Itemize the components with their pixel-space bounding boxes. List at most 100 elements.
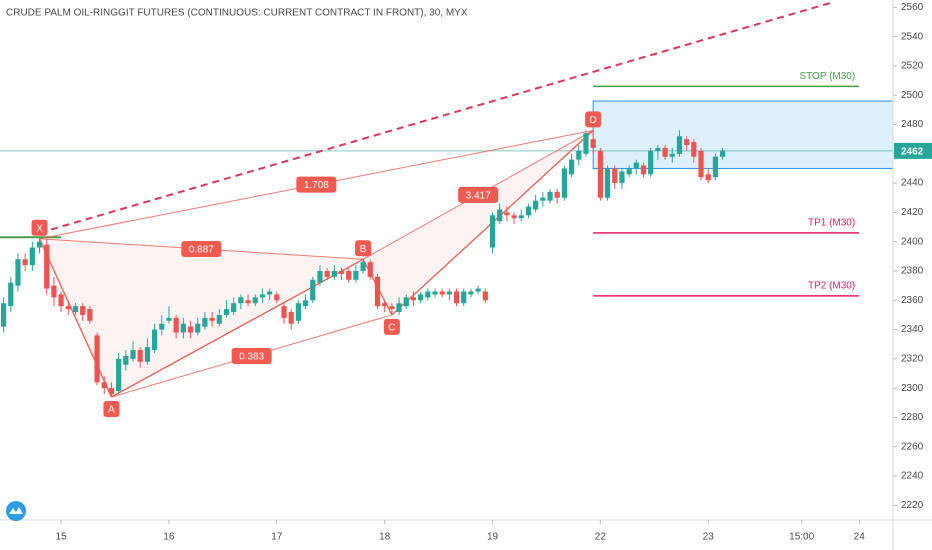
y-tick-label: 2320 [901, 354, 924, 365]
candle-body [36, 241, 43, 248]
candle-body [317, 270, 323, 283]
candle-body [22, 259, 28, 266]
ratio-label: 1.708 [304, 180, 329, 191]
candle-body [0, 303, 7, 327]
candle-body [619, 171, 625, 184]
candle-body [274, 294, 280, 301]
point-label: C [388, 323, 395, 334]
candle-body [403, 297, 409, 307]
candle-body [44, 244, 50, 289]
candle-body [202, 317, 208, 327]
candle-body [288, 312, 294, 324]
candle-body [353, 270, 359, 280]
candle-body [245, 300, 251, 304]
candle-body [684, 139, 690, 146]
ratio-label-box [231, 347, 272, 364]
candle-body [8, 282, 14, 307]
point-label: X [36, 223, 43, 234]
candle-body [410, 297, 417, 301]
candle-body [719, 150, 726, 157]
y-tick-label: 2400 [901, 236, 924, 247]
candle-body [648, 150, 654, 175]
candle-body [676, 136, 683, 154]
x-tick-label: 15:00 [789, 532, 814, 543]
candle-body [94, 335, 100, 383]
candle-body [655, 147, 661, 151]
level-label: STOP (M30) [799, 71, 855, 82]
logo [6, 501, 26, 521]
y-tick-label: 2300 [901, 383, 924, 394]
point-label-box [31, 219, 48, 236]
candle-body [238, 297, 244, 304]
point-label-box [585, 111, 602, 128]
candle-body [338, 270, 345, 274]
axes: 2220 2240 2260 2280 2300 2320 2340 2360 2380 2400… [56, 2, 932, 543]
candle-body [698, 150, 704, 178]
candle-body [461, 291, 467, 304]
y-tick-label: 2380 [901, 266, 924, 277]
candle-body [712, 156, 719, 178]
candle-body [166, 317, 172, 321]
x-tick-label: 24 [854, 532, 866, 543]
last-price-box [894, 142, 932, 159]
candle-body [511, 215, 517, 219]
level-label: TP1 (M30) [808, 218, 855, 229]
point-label: D [590, 115, 597, 126]
ratio-label: 0.383 [239, 352, 264, 363]
candle-body [87, 309, 93, 321]
y-tick-label: 2520 [901, 61, 924, 72]
candle-body [231, 303, 237, 312]
point-label-box [383, 318, 400, 335]
point-label-box [103, 400, 120, 417]
candle-body [382, 303, 388, 307]
candle-body [604, 168, 611, 198]
candle-body [223, 309, 230, 315]
candle-body [662, 147, 668, 157]
candle-body [547, 191, 553, 201]
pattern-fill [39, 238, 364, 397]
candle-body [259, 294, 266, 298]
candle-body [640, 165, 647, 175]
y-tick-label: 2540 [901, 31, 924, 42]
candle-body [425, 291, 431, 298]
candle-body [626, 168, 632, 175]
candle-body [173, 317, 179, 333]
candle-body [504, 212, 510, 216]
candle-body [51, 285, 57, 298]
candle-body [151, 329, 158, 351]
level-label: TP2 (M30) [808, 281, 855, 292]
candle-body [324, 270, 330, 277]
ratio-label-box [458, 186, 499, 203]
candle-body [331, 270, 337, 277]
y-tick-label: 2420 [901, 207, 924, 218]
candle-body [691, 142, 697, 157]
candle-body [489, 215, 496, 248]
candle-body [439, 291, 445, 295]
candle-body [612, 168, 618, 184]
candle-body [29, 247, 35, 266]
candle-body [310, 279, 316, 301]
y-tick-label: 2560 [901, 2, 924, 13]
candle-body [101, 382, 107, 389]
candle-body [569, 159, 575, 175]
candle-body [540, 197, 546, 201]
y-tick-label: 2340 [901, 324, 924, 335]
candle-body [360, 262, 366, 271]
y-tick-label: 2220 [901, 500, 924, 511]
candle-body [130, 350, 136, 359]
candle-body [216, 314, 222, 324]
y-tick-label: 2500 [901, 90, 924, 101]
candle-body [295, 303, 301, 321]
candle-body [518, 215, 524, 219]
ratio-label: 3.417 [466, 190, 491, 201]
candle-body [576, 150, 582, 160]
candle-body [561, 168, 568, 198]
candle-body [583, 133, 589, 154]
candle-body [116, 358, 122, 392]
candle-body [346, 270, 352, 280]
candle-body [633, 162, 639, 169]
candle-body [374, 276, 381, 307]
pattern-fill [363, 130, 594, 315]
